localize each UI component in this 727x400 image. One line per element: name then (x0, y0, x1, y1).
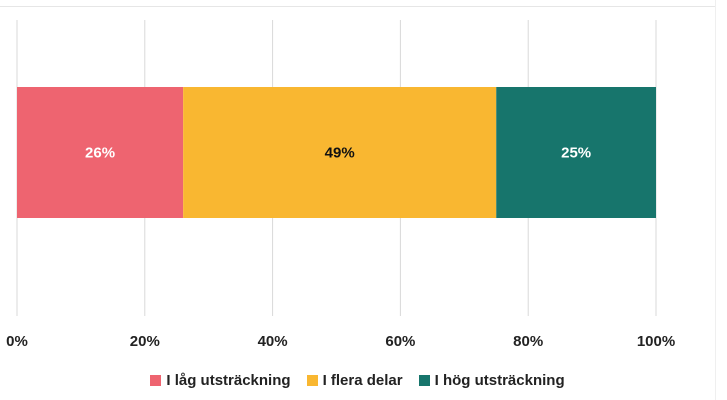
legend-item: I flera delar (306, 372, 403, 389)
bar-segment (183, 87, 497, 218)
right-border (715, 0, 716, 400)
x-tick-label: 40% (258, 333, 288, 350)
x-tick-label: 20% (130, 333, 160, 350)
legend-label: I flera delar (322, 372, 403, 389)
data-label: 25% (561, 145, 591, 162)
x-tick-label: 100% (637, 333, 675, 350)
data-label: 26% (85, 145, 115, 162)
x-tick-label: 80% (513, 333, 543, 350)
x-tick-label: 0% (6, 333, 28, 350)
legend-swatch (306, 375, 318, 386)
legend-swatch (150, 375, 162, 386)
data-label: 49% (325, 145, 355, 162)
x-tick-label: 60% (385, 333, 415, 350)
legend-label: I låg utsträckning (166, 372, 291, 389)
legend-item: I hög utsträckning (418, 372, 565, 389)
top-border (0, 6, 715, 7)
legend-swatch (418, 375, 430, 386)
legend-item: I låg utsträckning (150, 372, 291, 389)
bar-segment (496, 87, 656, 218)
bar-segment (17, 87, 184, 218)
legend: I låg utsträckning I flera delar I hög uts… (0, 372, 715, 389)
legend-label: I hög utsträckning (434, 372, 565, 389)
